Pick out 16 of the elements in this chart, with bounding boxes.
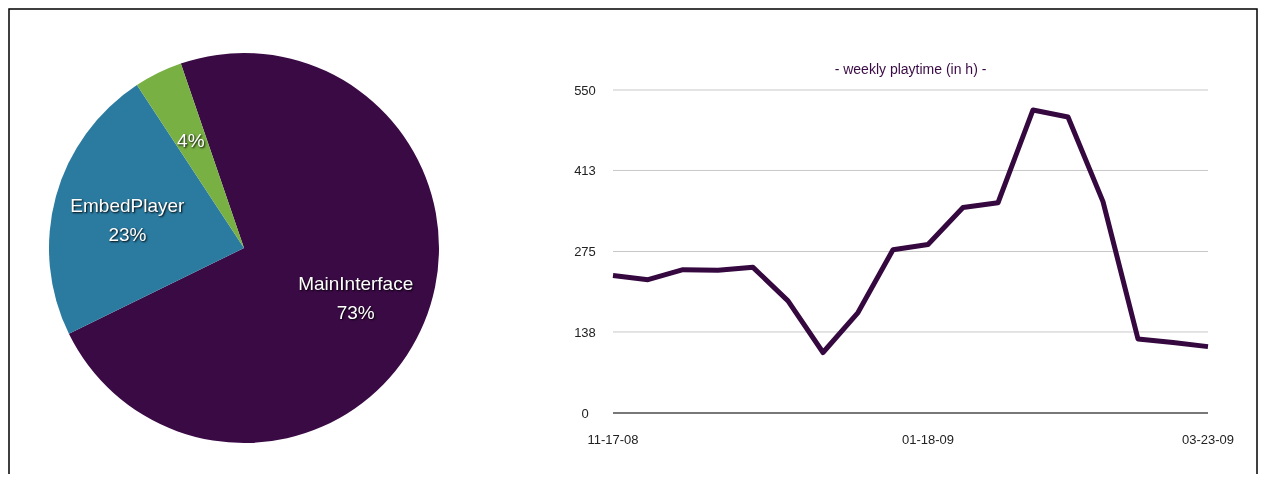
x-tick-label: 11-17-08 — [587, 432, 639, 447]
x-tick-label: 01-18-09 — [901, 432, 955, 447]
pie-slice — [49, 85, 244, 334]
y-tick-label: 550 — [574, 82, 596, 98]
slice-label: MainInterface — [298, 273, 414, 295]
x-tick-label: 03-23-09 — [1181, 432, 1235, 447]
pie-slice — [68, 53, 439, 443]
y-tick-label: 0 — [581, 405, 589, 421]
data-label: 4% — [177, 130, 205, 152]
y-tick-label: 138 — [574, 324, 596, 340]
y-tick-label: 413 — [574, 163, 596, 179]
chart-title: - weekly playtime (in h) - — [834, 61, 987, 77]
y-tick-label: 275 — [574, 244, 596, 260]
slice-label: EmbedPlayer — [70, 195, 186, 217]
data-label: 73% — [336, 302, 375, 324]
data-label: 23% — [108, 224, 147, 246]
